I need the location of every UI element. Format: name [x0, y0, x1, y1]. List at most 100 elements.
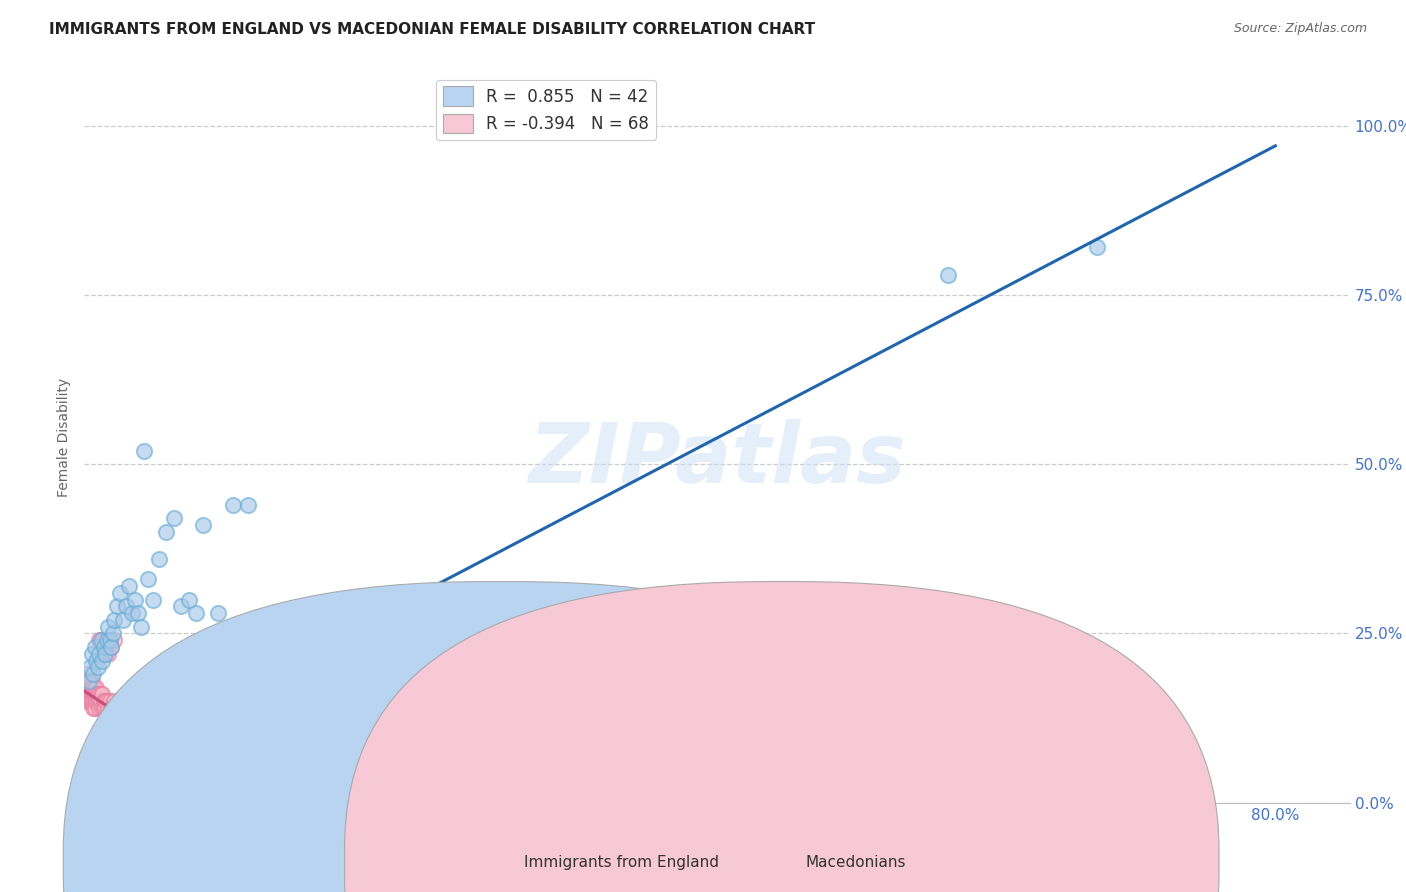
Point [89, 694, 111, 708]
Point [80, 688, 103, 702]
Point [170, 789, 193, 803]
Text: ZIPatlas: ZIPatlas [529, 418, 905, 500]
Point [155, 769, 177, 783]
Point [77, 688, 100, 702]
Point [108, 701, 131, 715]
Point [89, 647, 111, 661]
Point [135, 721, 157, 735]
Point [97, 701, 120, 715]
Point [132, 443, 155, 458]
Point [87, 688, 110, 702]
Point [76, 667, 98, 681]
Point [103, 633, 125, 648]
Point [94, 647, 117, 661]
Point [107, 694, 129, 708]
Point [98, 694, 121, 708]
Point [77, 681, 100, 695]
Point [110, 769, 132, 783]
Point [129, 620, 152, 634]
Point [83, 701, 105, 715]
Point [112, 613, 135, 627]
Point [184, 606, 207, 620]
Point [100, 640, 122, 654]
Point [91, 633, 114, 648]
Point [170, 599, 193, 614]
Y-axis label: Female Disability: Female Disability [58, 377, 72, 497]
Point [80, 673, 103, 688]
Point [118, 707, 141, 722]
Point [129, 707, 152, 722]
Point [118, 579, 141, 593]
Point [89, 633, 111, 648]
Point [90, 688, 112, 702]
Point [94, 701, 117, 715]
Point [83, 694, 105, 708]
Point [90, 633, 112, 648]
Point [142, 592, 165, 607]
Point [80, 647, 103, 661]
Point [105, 707, 128, 722]
Point [98, 633, 121, 648]
Point [76, 694, 98, 708]
Point [91, 654, 114, 668]
Point [100, 640, 122, 654]
Point [75, 688, 97, 702]
Point [193, 518, 215, 533]
Point [222, 498, 245, 512]
Point [80, 681, 103, 695]
Point [1085, 240, 1108, 254]
Point [100, 701, 122, 715]
Point [79, 694, 101, 708]
Text: Source: ZipAtlas.com: Source: ZipAtlas.com [1233, 22, 1367, 36]
Point [93, 694, 115, 708]
Text: Macedonians: Macedonians [806, 855, 905, 870]
Point [94, 694, 117, 708]
Point [84, 688, 107, 702]
Point [177, 592, 200, 607]
Point [93, 701, 115, 715]
Point [89, 688, 111, 702]
Point [936, 268, 959, 282]
Point [155, 524, 177, 539]
Point [112, 701, 135, 715]
Point [105, 599, 128, 614]
Point [91, 701, 114, 715]
Point [90, 694, 112, 708]
Point [76, 681, 98, 695]
Point [108, 586, 131, 600]
Point [87, 694, 110, 708]
Point [115, 707, 138, 722]
Text: IMMIGRANTS FROM ENGLAND VS MACEDONIAN FEMALE DISABILITY CORRELATION CHART: IMMIGRANTS FROM ENGLAND VS MACEDONIAN FE… [49, 22, 815, 37]
Point [121, 606, 143, 620]
Point [77, 673, 100, 688]
Point [80, 694, 103, 708]
Point [96, 633, 118, 648]
Point [104, 701, 127, 715]
Point [125, 714, 148, 729]
Legend: R =  0.855   N = 42, R = -0.394   N = 68: R = 0.855 N = 42, R = -0.394 N = 68 [436, 79, 657, 140]
Point [207, 606, 229, 620]
Point [83, 681, 105, 695]
Point [127, 606, 149, 620]
Point [145, 728, 167, 742]
Point [115, 599, 138, 614]
Point [87, 660, 110, 674]
Point [101, 701, 124, 715]
Point [82, 667, 104, 681]
Point [138, 572, 160, 586]
Point [103, 694, 125, 708]
Point [93, 640, 115, 654]
Point [79, 688, 101, 702]
Point [84, 654, 107, 668]
Point [84, 694, 107, 708]
Point [83, 688, 105, 702]
Point [97, 647, 120, 661]
Point [163, 511, 186, 525]
Point [101, 626, 124, 640]
Point [75, 673, 97, 688]
Point [103, 613, 125, 627]
Point [94, 647, 117, 661]
Point [83, 640, 105, 654]
Point [236, 498, 259, 512]
Point [118, 762, 141, 776]
